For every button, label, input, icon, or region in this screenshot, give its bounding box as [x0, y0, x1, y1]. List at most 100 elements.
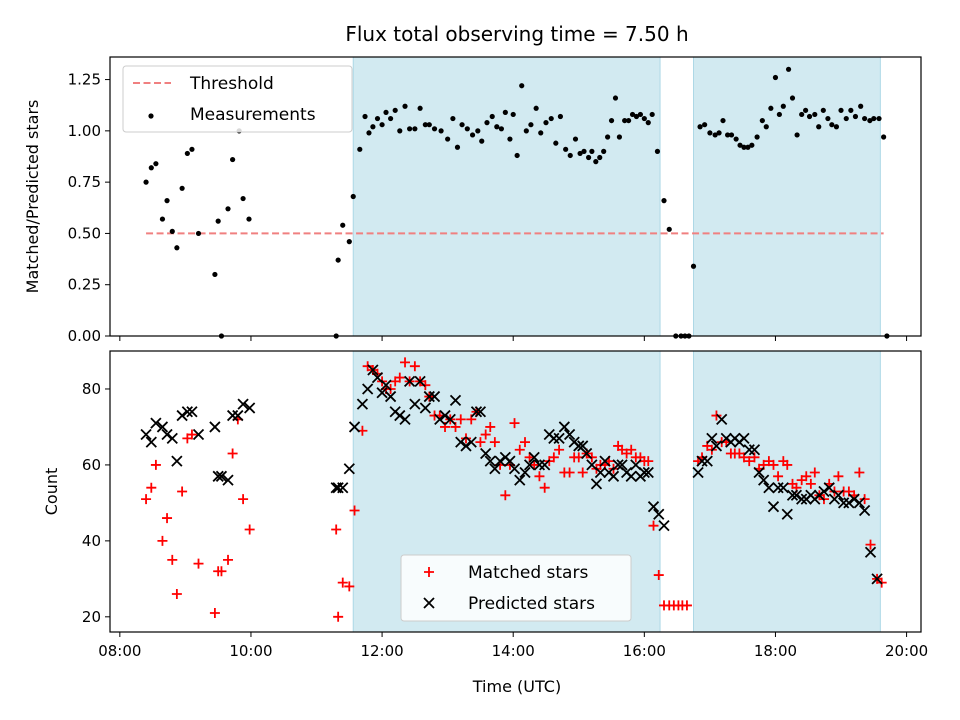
data-point	[763, 482, 775, 494]
data-point	[553, 140, 559, 146]
data-point	[758, 474, 770, 486]
data-point	[616, 459, 628, 471]
x-tick-label: 20:00	[885, 642, 928, 660]
data-point	[563, 146, 569, 152]
data-point	[171, 455, 183, 467]
data-point	[833, 471, 844, 482]
data-point	[557, 113, 564, 120]
data-point	[449, 394, 462, 407]
data-point	[716, 413, 728, 425]
data-point	[426, 122, 432, 128]
data-point	[622, 117, 628, 124]
data-point	[589, 148, 595, 154]
data-point	[864, 546, 877, 558]
data-point	[597, 154, 603, 161]
data-point	[232, 409, 244, 422]
data-point	[820, 107, 826, 113]
data-point	[419, 402, 431, 414]
y-axis-title: Count	[42, 468, 61, 516]
data-point	[384, 390, 397, 403]
data-point	[649, 111, 655, 118]
data-point	[773, 471, 784, 482]
data-point	[454, 144, 461, 150]
data-point	[227, 448, 238, 459]
data-point	[737, 142, 743, 148]
data-point	[523, 128, 529, 134]
data-point	[489, 113, 495, 120]
data-point	[754, 134, 760, 140]
legend-box	[122, 65, 353, 133]
data-point	[528, 122, 534, 128]
data-point	[150, 417, 162, 429]
data-point	[625, 470, 637, 482]
data-point	[586, 154, 592, 161]
top-panel-ratio: 0.00 0.25 0.50 0.75 1.00 1.25 Matched/Predicte…	[23, 56, 922, 345]
data-point	[528, 451, 540, 463]
data-point	[400, 357, 411, 368]
data-point	[558, 421, 570, 433]
x-tick-label: 08:00	[98, 642, 141, 660]
legend-box	[400, 554, 632, 622]
data-point	[469, 132, 476, 138]
data-point	[407, 126, 413, 132]
data-point	[599, 455, 611, 467]
data-point	[370, 124, 376, 130]
data-point	[580, 447, 593, 460]
data-point	[348, 421, 361, 433]
data-point	[712, 132, 718, 138]
data-point	[563, 428, 576, 441]
data-point	[150, 459, 161, 470]
data-point	[215, 218, 221, 224]
data-point	[796, 493, 808, 505]
data-point	[653, 570, 664, 581]
data-point	[625, 117, 632, 124]
data-point	[832, 489, 845, 501]
data-point	[465, 436, 477, 448]
data-point	[605, 134, 611, 140]
data-point	[461, 433, 472, 444]
data-point	[801, 471, 812, 482]
data-point	[577, 467, 588, 478]
data-point	[480, 447, 492, 460]
data-point	[332, 482, 344, 494]
data-point	[514, 444, 525, 455]
data-point	[661, 198, 667, 204]
data-point	[484, 455, 496, 467]
data-point	[581, 148, 587, 154]
data-point	[179, 185, 185, 191]
data-point	[143, 179, 149, 185]
data-point	[141, 494, 152, 505]
data-point	[489, 437, 500, 448]
data-point	[140, 428, 152, 441]
data-point	[397, 128, 403, 134]
data-point	[590, 478, 603, 490]
data-point	[838, 497, 850, 509]
data-point	[637, 111, 643, 118]
data-point	[519, 466, 531, 479]
data-point	[455, 436, 467, 448]
data-point	[340, 222, 346, 228]
data-point	[876, 115, 882, 122]
data-point	[333, 611, 344, 622]
data-point	[763, 124, 769, 130]
data-point	[184, 150, 190, 157]
data-point	[862, 115, 868, 122]
data-point	[230, 156, 236, 163]
data-point	[474, 406, 487, 418]
data-point	[479, 138, 485, 144]
data-point	[548, 432, 560, 444]
data-point	[192, 428, 205, 441]
bottom-panel-counts: 08:00 10:00 12:00 14:00 16:00 18:00 20:00 20 40 6…	[42, 350, 928, 660]
data-point	[485, 421, 496, 432]
legend-label: Matched stars	[468, 563, 588, 583]
data-point	[434, 413, 446, 425]
data-point	[439, 409, 451, 422]
data-point	[772, 74, 779, 81]
data-point	[209, 421, 221, 433]
series-predicted-stars	[140, 364, 883, 585]
data-point	[489, 463, 501, 475]
data-point	[696, 455, 708, 467]
shaded-span-1	[693, 56, 881, 337]
data-point	[244, 402, 256, 414]
shaded-span-0	[352, 56, 661, 337]
